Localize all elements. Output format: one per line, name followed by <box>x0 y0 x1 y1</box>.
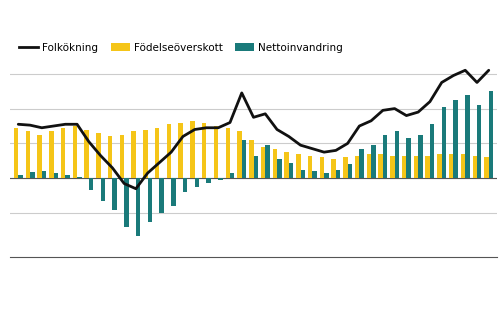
Bar <box>159 178 163 213</box>
Bar <box>370 145 375 178</box>
Bar <box>225 128 229 178</box>
Bar <box>171 178 175 206</box>
Bar <box>100 178 105 201</box>
Bar <box>77 177 81 178</box>
Bar <box>284 152 288 178</box>
Bar <box>277 159 281 178</box>
Bar <box>417 135 422 178</box>
Bar <box>359 149 363 178</box>
Bar <box>265 145 269 178</box>
Bar <box>37 135 42 178</box>
Bar <box>14 128 18 178</box>
Bar <box>73 126 77 178</box>
Bar <box>464 95 469 178</box>
Bar <box>425 156 429 178</box>
Bar <box>237 131 241 178</box>
Bar <box>218 178 222 180</box>
Bar <box>366 154 370 178</box>
Bar <box>471 156 476 178</box>
Bar <box>143 130 147 178</box>
Bar <box>413 156 417 178</box>
Bar <box>206 178 210 183</box>
Bar <box>112 178 117 210</box>
Bar <box>429 124 433 178</box>
Bar <box>155 128 159 178</box>
Bar <box>343 157 347 178</box>
Bar <box>241 140 245 178</box>
Bar <box>65 175 70 178</box>
Bar <box>42 171 46 178</box>
Bar <box>319 157 324 178</box>
Bar <box>182 178 187 192</box>
Bar <box>108 136 112 178</box>
Bar <box>382 135 387 178</box>
Bar <box>124 178 128 227</box>
Bar <box>354 156 359 178</box>
Bar <box>147 178 152 222</box>
Bar <box>261 147 265 178</box>
Bar <box>61 128 65 178</box>
Bar <box>300 170 305 178</box>
Bar <box>312 171 316 178</box>
Bar <box>296 154 300 178</box>
Bar <box>54 173 58 178</box>
Bar <box>347 164 351 178</box>
Bar <box>324 173 328 178</box>
Bar <box>49 131 54 178</box>
Bar <box>378 154 382 178</box>
Bar <box>401 156 406 178</box>
Bar <box>201 122 206 178</box>
Bar <box>229 173 234 178</box>
Bar <box>178 122 182 178</box>
Bar <box>166 124 171 178</box>
Bar <box>406 138 410 178</box>
Bar <box>436 154 441 178</box>
Bar <box>307 156 312 178</box>
Bar <box>288 162 293 178</box>
Bar <box>213 126 218 178</box>
Bar <box>441 107 445 178</box>
Bar <box>272 149 277 178</box>
Bar <box>460 154 464 178</box>
Bar <box>483 157 488 178</box>
Bar <box>476 105 480 178</box>
Bar <box>30 172 35 178</box>
Bar <box>448 154 452 178</box>
Bar <box>335 170 340 178</box>
Bar <box>488 91 492 178</box>
Bar <box>18 175 23 178</box>
Bar <box>394 131 398 178</box>
Bar <box>331 159 335 178</box>
Bar <box>452 100 457 178</box>
Bar <box>389 156 394 178</box>
Bar <box>136 178 140 236</box>
Bar <box>190 121 194 178</box>
Bar <box>194 178 199 187</box>
Bar <box>84 130 89 178</box>
Bar <box>131 131 136 178</box>
Bar <box>253 156 258 178</box>
Bar <box>26 131 30 178</box>
Bar <box>119 135 124 178</box>
Legend: Folkökning, Födelseöverskott, Nettoinvandring: Folkökning, Födelseöverskott, Nettoinvan… <box>15 38 346 57</box>
Bar <box>89 178 93 191</box>
Bar <box>96 133 100 178</box>
Bar <box>248 140 253 178</box>
